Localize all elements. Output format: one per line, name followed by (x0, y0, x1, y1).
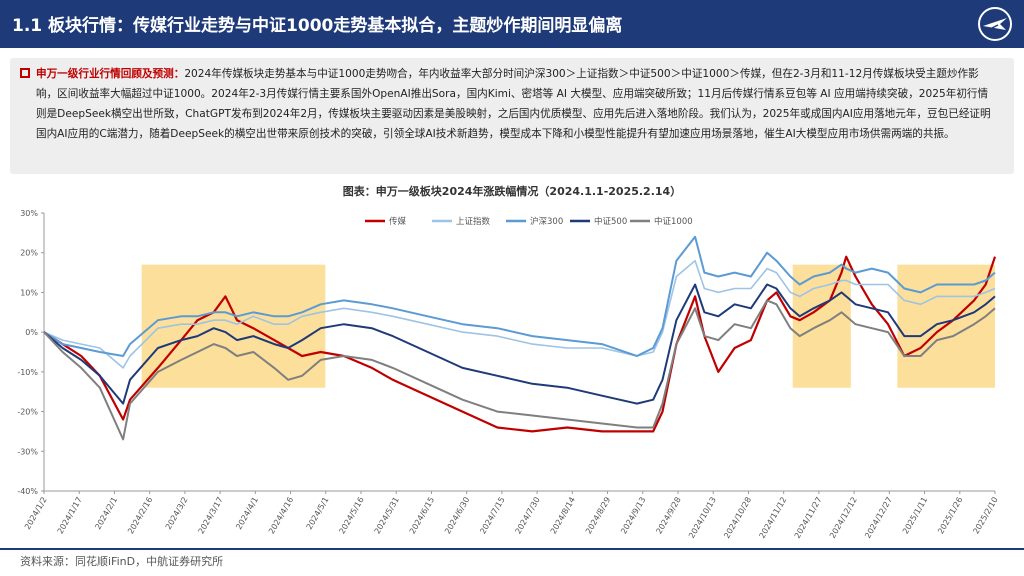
summary-text: 申万一级行业行情回顾及预测：2024年传媒板块走势基本与中证1000走势吻合，年… (36, 64, 996, 144)
legend-label-4: 中证500 (594, 216, 627, 227)
x-tick-label: 2024/12/27 (863, 496, 894, 540)
y-tick-label: 10% (20, 288, 38, 297)
x-tick-label: 2024/9/28 (654, 496, 682, 536)
highlight-period-2 (792, 264, 851, 388)
footer-divider (0, 548, 1024, 550)
y-tick-label: 30% (20, 209, 38, 218)
x-tick-label: 2025/1/11 (901, 496, 929, 536)
summary-body: 2024年传媒板块走势基本与中证1000走势吻合，年内收益率大部分时间沪深300… (36, 68, 991, 140)
x-tick-label: 2024/10/28 (722, 496, 753, 540)
x-tick-label: 2024/8/14 (549, 496, 577, 536)
x-tick-label: 2024/6/15 (408, 496, 436, 536)
x-tick-label: 2024/3/17 (197, 496, 225, 536)
legend-label-2: 上证指数 (456, 216, 491, 227)
legend-label-1: 传媒 (389, 216, 407, 227)
x-tick-label: 2024/1/2 (23, 496, 49, 532)
legend-label-5: 中证1000 (654, 216, 693, 227)
legend-label-3: 沪深300 (530, 216, 563, 227)
x-tick-label: 2024/12/12 (828, 496, 859, 540)
series-line-5 (43, 299, 996, 441)
y-tick-label: 20% (20, 249, 38, 258)
y-tick-label: -10% (17, 368, 38, 377)
company-logo-icon (978, 7, 1012, 41)
y-tick-label: -40% (17, 487, 38, 496)
x-tick-label: 2024/1/17 (56, 496, 84, 536)
summary-lead: 申万一级行业行情回顾及预测： (36, 68, 185, 80)
x-tick-label: 2025/2/10 (971, 496, 999, 536)
x-tick-label: 2024/2/1 (93, 496, 119, 532)
x-tick-label: 2024/5/31 (373, 496, 401, 536)
y-tick-label: -20% (17, 408, 38, 417)
series-line-4 (43, 283, 996, 405)
summary-box: 申万一级行业行情回顾及预测：2024年传媒板块走势基本与中证1000走势吻合，年… (10, 58, 1014, 174)
x-tick-label: 2024/10/13 (687, 496, 718, 540)
x-tick-label: 2024/8/29 (584, 496, 612, 536)
line-chart: 30% 20% 10% 0% -10% -20% -30% -40%2024/1/2 2024/… (17, 209, 999, 540)
x-tick-label: 2024/5/16 (337, 496, 365, 536)
x-tick-label: 2024/11/27 (793, 496, 824, 540)
chart-title: 图表：申万一级板块2024年涨跌幅情况（2024.1.1-2025.2.14） (342, 185, 682, 198)
x-tick-label: 2024/3/2 (164, 496, 190, 532)
series-line-3 (43, 235, 996, 357)
bullet-icon (20, 68, 30, 78)
header-bar: 1.1 板块行情：传媒行业走势与中证1000走势基本拟合，主题炒作期间明显偏离 (0, 0, 1024, 48)
x-tick-label: 2024/2/16 (126, 496, 154, 536)
x-tick-label: 2024/4/1 (234, 496, 260, 532)
x-tick-label: 2024/7/30 (514, 496, 542, 536)
x-tick-label: 2024/11/12 (758, 496, 789, 540)
source-note: 资料来源：同花顺iFinD，中航证券研究所 (20, 555, 224, 568)
x-tick-label: 2025/1/26 (936, 496, 964, 536)
page-title: 1.1 板块行情：传媒行业走势与中证1000走势基本拟合，主题炒作期间明显偏离 (12, 16, 623, 36)
series-line-1 (43, 255, 997, 433)
x-tick-label: 2024/5/1 (305, 496, 331, 532)
x-tick-label: 2024/4/16 (267, 496, 295, 536)
x-tick-label: 2024/9/13 (619, 496, 647, 536)
x-tick-label: 2024/7/15 (478, 496, 506, 536)
y-tick-label: -30% (17, 447, 38, 456)
y-tick-label: 0% (25, 328, 38, 337)
x-tick-label: 2024/6/30 (443, 496, 471, 536)
